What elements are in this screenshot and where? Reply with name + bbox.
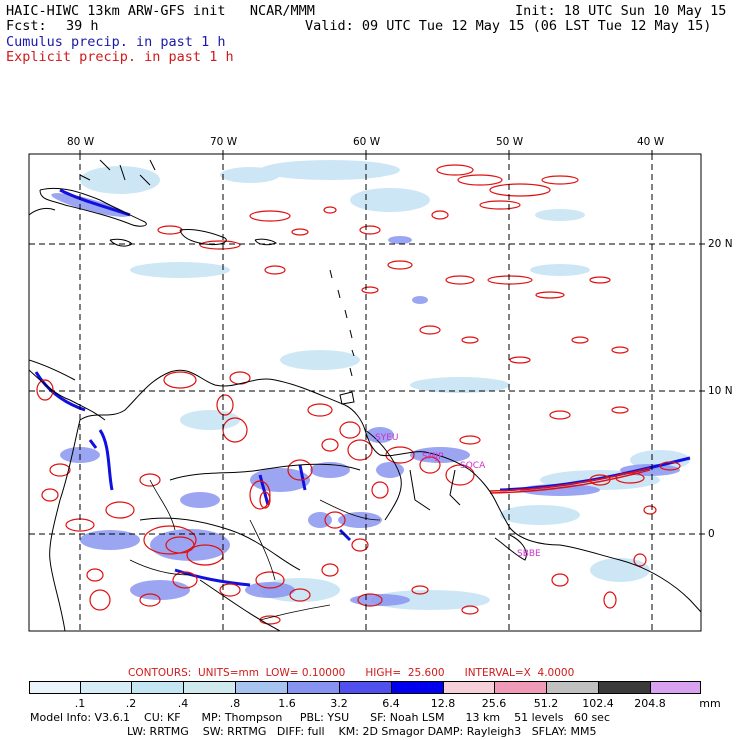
- lon-label-60w: 60 W: [353, 136, 381, 148]
- colorbar-bin: [546, 681, 599, 694]
- lon-label-40w: 40 W: [637, 136, 665, 148]
- colorbar-tick: 12.8: [430, 697, 456, 710]
- colorbar-bin: [650, 681, 701, 694]
- colorbar-bin: [235, 681, 288, 694]
- lat-label-20n: 20 N: [708, 238, 733, 250]
- station-smjp: SMJP: [422, 452, 444, 462]
- colorbar-tick: 204.8: [634, 697, 666, 710]
- colorbar-tick: 102.4: [582, 697, 614, 710]
- colorbar-bin: [598, 681, 651, 694]
- colorbar-bin: [131, 681, 184, 694]
- explicit-legend: Explicit precip. in past 1 h: [6, 49, 234, 65]
- contours-info: CONTOURS: UNITS=mm LOW= 0.10000 HIGH= 25…: [128, 667, 575, 679]
- lat-label-0: 0: [708, 528, 715, 540]
- colorbar-unit: mm: [699, 697, 721, 710]
- country-borders: [129, 479, 381, 621]
- valid-time: Valid: 09 UTC Tue 12 May 15 (06 LST Tue …: [305, 18, 712, 34]
- station-syeu: SYEU: [375, 433, 399, 443]
- init-time: Init: 18 UTC Sun 10 May 15: [515, 3, 727, 19]
- lon-label-80w: 80 W: [67, 136, 95, 148]
- colorbar-tick: 6.4: [382, 697, 400, 710]
- colorbar-bin: [443, 681, 495, 694]
- colorbar-tick: .4: [177, 697, 189, 710]
- station-sbbe: SBBE: [517, 549, 541, 559]
- fcst-value: 39 h: [66, 18, 99, 34]
- colorbar-tick: .1: [74, 697, 86, 710]
- colorbar-bin: [183, 681, 236, 694]
- colorbar-tick: 51.2: [533, 697, 559, 710]
- colorbar-tick: 25.6: [481, 697, 507, 710]
- lat-label-10n: 10 N: [708, 385, 733, 397]
- coastlines: [29, 159, 701, 631]
- colorbar-bin: [287, 681, 340, 694]
- model-info-line1: Model Info: V3.6.1 CU: KF MP: Thompson P…: [30, 711, 610, 724]
- colorbar-tick: .2: [125, 697, 137, 710]
- colorbar-bin: [80, 681, 132, 694]
- colorbar-tick: .8: [229, 697, 241, 710]
- map-frame: [28, 153, 702, 632]
- colorbar-bin: [391, 681, 444, 694]
- fcst-label: Fcst:: [6, 18, 47, 34]
- colorbar-tick: 3.2: [330, 697, 348, 710]
- colorbar-bin: [339, 681, 392, 694]
- station-soca: SOCA: [460, 461, 486, 471]
- model-info-line2: LW: RRTMG SW: RRTMG DIFF: full KM: 2D Sm…: [127, 725, 597, 738]
- cumulus-medium-areas: [51, 193, 680, 606]
- graticule: [29, 154, 701, 631]
- lon-label-70w: 70 W: [210, 136, 238, 148]
- colorbar-bin: [29, 681, 81, 694]
- colorbar-tick: 1.6: [278, 697, 296, 710]
- colorbar-bin: [494, 681, 547, 694]
- lon-label-50w: 50 W: [496, 136, 524, 148]
- explicit-precip-contours: [36, 164, 681, 625]
- cumulus-legend: Cumulus precip. in past 1 h: [6, 34, 226, 50]
- model-title: HAIC-HIWC 13km ARW-GFS init NCAR/MMM: [6, 3, 315, 19]
